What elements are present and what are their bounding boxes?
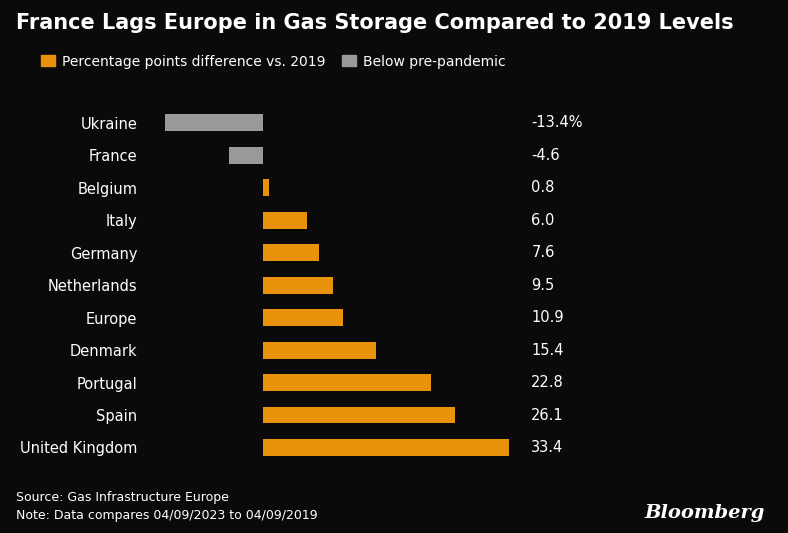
Text: 6.0: 6.0 (531, 213, 555, 228)
Bar (263, 439, 508, 456)
Text: 7.6: 7.6 (531, 245, 555, 260)
Text: 15.4: 15.4 (531, 343, 563, 358)
Text: 9.5: 9.5 (531, 278, 555, 293)
Text: 10.9: 10.9 (531, 310, 564, 325)
Text: 0.8: 0.8 (531, 180, 555, 195)
Text: 26.1: 26.1 (531, 408, 564, 423)
Text: France Lags Europe in Gas Storage Compared to 2019 Levels: France Lags Europe in Gas Storage Compar… (16, 13, 734, 34)
Legend: Percentage points difference vs. 2019, Below pre-pandemic: Percentage points difference vs. 2019, B… (41, 54, 506, 69)
Text: Source: Gas Infrastructure Europe
Note: Data compares 04/09/2023 to 04/09/2019: Source: Gas Infrastructure Europe Note: … (16, 491, 318, 522)
Bar (263, 277, 333, 294)
Bar (229, 147, 263, 164)
Bar (263, 374, 431, 391)
Bar (263, 342, 377, 359)
Text: 33.4: 33.4 (531, 440, 563, 455)
Bar (263, 212, 307, 229)
Text: -13.4%: -13.4% (531, 115, 583, 131)
Bar (263, 244, 319, 261)
Bar (263, 179, 269, 196)
Text: Bloomberg: Bloomberg (644, 504, 764, 522)
Bar (165, 115, 263, 131)
Text: -4.6: -4.6 (531, 148, 560, 163)
Bar (263, 309, 344, 326)
Bar (263, 407, 455, 423)
Text: 22.8: 22.8 (531, 375, 564, 390)
